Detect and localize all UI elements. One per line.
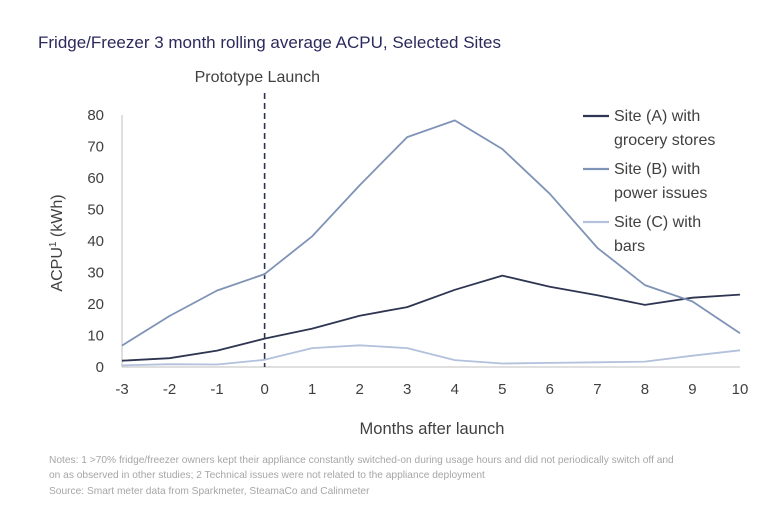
series-line-3 bbox=[121, 344, 741, 367]
series-line-2 bbox=[121, 119, 741, 347]
footnotes: Notes: 1 >70% fridge/freezer owners kept… bbox=[49, 453, 761, 499]
y-axis-label-superscript: 1 bbox=[48, 241, 59, 247]
x-tick-label: 3 bbox=[403, 381, 411, 398]
x-tick-label: 1 bbox=[308, 381, 316, 398]
legend: Site (A) with grocery stores Site (B) with… bbox=[583, 108, 715, 255]
x-tick-label: 2 bbox=[356, 381, 364, 398]
x-tick-label: -2 bbox=[163, 381, 176, 398]
y-tick-label: 80 bbox=[87, 107, 104, 124]
x-axis-label: Months after launch bbox=[360, 420, 505, 438]
legend-label-3: bars bbox=[614, 238, 645, 255]
y-tick-label: 10 bbox=[87, 328, 104, 345]
series-line-1 bbox=[121, 274, 741, 362]
y-tick-label: 50 bbox=[87, 202, 104, 219]
y-axis-label-main: ACPU bbox=[49, 247, 66, 291]
y-axis-label-unit: (kWh) bbox=[49, 194, 66, 241]
annotation-group: Prototype Launch bbox=[195, 69, 320, 367]
legend-label-2: power issues bbox=[614, 185, 707, 202]
chart-axes: 0 10 20 30 40 50 60 70 80 -3 -2 -1 0 1 2 3 4 5 6 7 8 9 10 bbox=[87, 107, 748, 398]
x-tick-label: 10 bbox=[732, 381, 749, 398]
y-tick-label: 70 bbox=[87, 139, 104, 156]
legend-label-2: Site (B) with bbox=[614, 161, 700, 178]
y-tick-label: 60 bbox=[87, 170, 104, 187]
x-tick-label: 0 bbox=[260, 381, 268, 398]
legend-label-1: grocery stores bbox=[614, 132, 715, 149]
y-axis-label: ACPU1 (kWh) bbox=[48, 194, 66, 291]
note-line-2: on as observed in other studies; 2 Techn… bbox=[49, 470, 485, 482]
chart-title: Fridge/Freezer 3 month rolling average A… bbox=[38, 33, 502, 52]
y-tick-label: 30 bbox=[87, 265, 104, 282]
x-tick-label: 8 bbox=[641, 381, 649, 398]
x-tick-label: 4 bbox=[451, 381, 459, 398]
x-tick-label: 5 bbox=[498, 381, 506, 398]
y-tick-label: 0 bbox=[96, 359, 104, 376]
source-line: Source: Smart meter data from Sparkmeter… bbox=[49, 485, 370, 497]
x-tick-label: -1 bbox=[210, 381, 223, 398]
x-tick-label: 7 bbox=[593, 381, 601, 398]
line-chart: 0 10 20 30 40 50 60 70 80 -3 -2 -1 0 1 2 3 4 5 6 7 8 9 10 Prot… bbox=[48, 69, 748, 438]
series-lines bbox=[121, 119, 741, 367]
note-line-1: Notes: 1 >70% fridge/freezer owners kept… bbox=[49, 455, 674, 466]
prototype-launch-label: Prototype Launch bbox=[195, 69, 320, 86]
x-tick-label: 9 bbox=[688, 381, 696, 398]
y-tick-label: 20 bbox=[87, 296, 104, 313]
legend-label-1: Site (A) with bbox=[614, 108, 700, 125]
x-tick-label: -3 bbox=[115, 381, 128, 398]
y-tick-label: 40 bbox=[87, 233, 104, 250]
legend-label-3: Site (C) with bbox=[614, 214, 701, 231]
x-tick-label: 6 bbox=[546, 381, 554, 398]
